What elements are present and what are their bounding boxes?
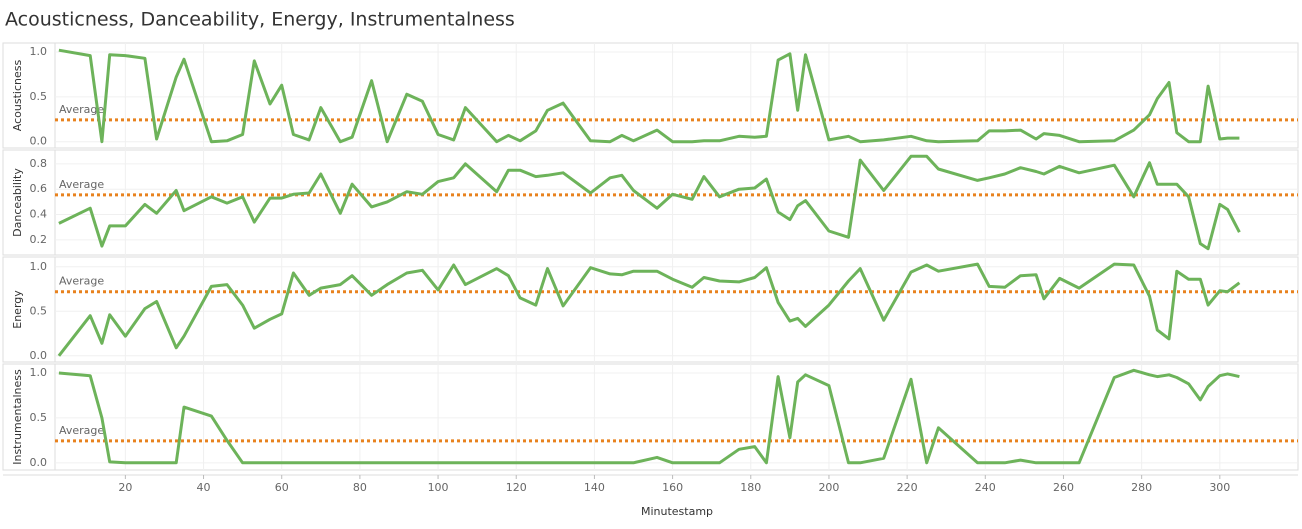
x-tick-label: 240 bbox=[975, 481, 996, 494]
y-tick-label: 0.8 bbox=[30, 157, 48, 170]
x-tick-label: 20 bbox=[118, 481, 132, 494]
x-tick-label: 100 bbox=[428, 481, 449, 494]
x-tick-label: 140 bbox=[584, 481, 605, 494]
y-tick-label: 0.0 bbox=[30, 135, 48, 148]
x-tick-label: 180 bbox=[740, 481, 761, 494]
x-tick-label: 80 bbox=[353, 481, 367, 494]
data-line bbox=[57, 262, 1241, 357]
y-tick-label: 0.4 bbox=[30, 208, 48, 221]
panel-frame bbox=[2, 363, 1299, 471]
y-axis-label: Energy bbox=[11, 290, 24, 329]
y-tick-label: 0.2 bbox=[30, 233, 48, 246]
y-tick-label: 0.0 bbox=[30, 349, 48, 362]
x-tick-label: 300 bbox=[1209, 481, 1230, 494]
average-label: Average bbox=[59, 103, 104, 116]
panel-frame bbox=[2, 42, 1299, 149]
y-tick-label: 1.0 bbox=[30, 260, 48, 273]
panel-frame bbox=[2, 149, 1299, 256]
x-tick-label: 200 bbox=[818, 481, 839, 494]
x-tick-label: 160 bbox=[662, 481, 683, 494]
x-tick-label: 120 bbox=[506, 481, 527, 494]
x-axis-label: Minutestamp bbox=[641, 505, 713, 518]
x-tick-label: 40 bbox=[197, 481, 211, 494]
y-tick-label: 0.5 bbox=[30, 411, 48, 424]
y-axis-label: Instrumentalness bbox=[11, 369, 24, 465]
y-tick-label: 1.0 bbox=[30, 366, 48, 379]
y-tick-label: 1.0 bbox=[30, 45, 48, 58]
y-tick-label: 0.5 bbox=[30, 90, 48, 103]
x-tick-label: 60 bbox=[275, 481, 289, 494]
x-tick-label: 260 bbox=[1053, 481, 1074, 494]
x-tick-label: 220 bbox=[897, 481, 918, 494]
y-tick-label: 0.6 bbox=[30, 182, 48, 195]
average-label: Average bbox=[59, 424, 104, 437]
chart-title: Acousticness, Danceability, Energy, Inst… bbox=[5, 9, 515, 31]
data-line bbox=[58, 368, 1240, 465]
panel-frame bbox=[2, 256, 1299, 363]
data-line bbox=[58, 48, 1240, 144]
data-line bbox=[58, 154, 1241, 251]
y-tick-label: 0.0 bbox=[30, 456, 48, 469]
average-label: Average bbox=[59, 178, 104, 191]
y-tick-label: 0.5 bbox=[30, 304, 48, 317]
average-label: Average bbox=[59, 275, 104, 288]
x-tick-label: 280 bbox=[1131, 481, 1152, 494]
y-axis-label: Danceability bbox=[11, 168, 24, 237]
y-axis-label: Acousticness bbox=[11, 60, 24, 132]
